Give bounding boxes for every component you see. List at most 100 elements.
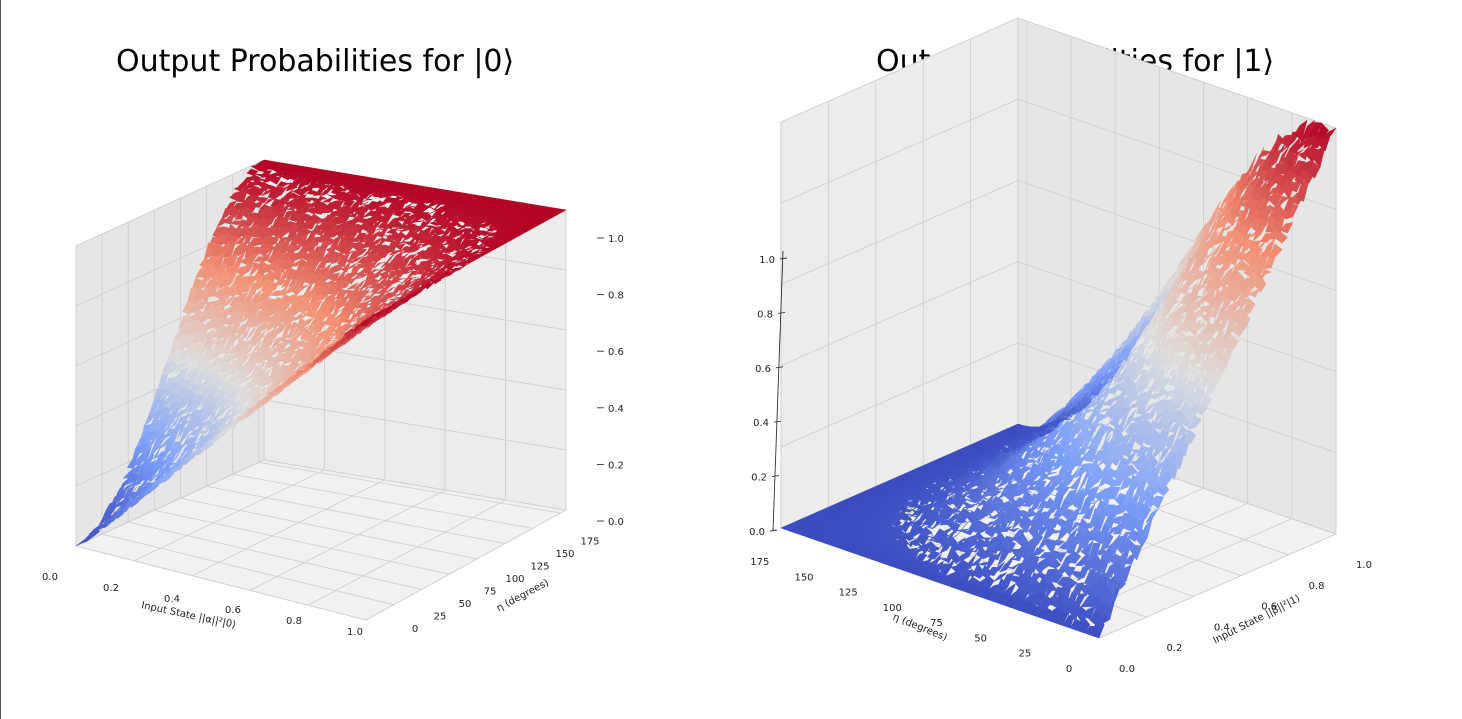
surface-facet (433, 202, 446, 211)
surface-facet (1093, 395, 1108, 407)
surface-facet (292, 188, 305, 196)
surface-facet (429, 221, 442, 226)
surface-facet (1294, 119, 1308, 142)
surface-facet (483, 242, 497, 249)
surface-facet (148, 396, 161, 416)
surface-facet (1182, 335, 1197, 346)
surface-facet (1197, 330, 1211, 346)
surface-facet (1143, 402, 1157, 415)
surface-facet (420, 242, 433, 248)
surface-facet (1163, 432, 1177, 450)
surface-facet (224, 273, 237, 289)
surface-facet (241, 309, 253, 323)
surface-facet (1173, 292, 1187, 311)
surface-facet (269, 176, 282, 185)
surface-facet (366, 277, 379, 287)
surface-facet (1193, 238, 1207, 256)
surface-facet (1038, 511, 1053, 524)
surface-facet (905, 513, 919, 518)
surface-facet (198, 306, 211, 326)
surface-facet (183, 368, 196, 383)
surface-facet (946, 504, 961, 515)
surface-facet (1189, 295, 1203, 304)
surface-facet (227, 397, 239, 412)
surface-facet (1094, 423, 1108, 428)
surface-facet (1190, 373, 1204, 395)
surface-facet (1118, 564, 1132, 584)
surface-facet (1269, 243, 1283, 258)
surface-facet (346, 328, 358, 333)
surface-facet (358, 317, 371, 327)
surface-facet (403, 273, 415, 284)
surface-facet (1121, 487, 1136, 507)
surface-facet (234, 337, 247, 353)
surface-facet (1226, 336, 1240, 350)
surface-facet (373, 285, 386, 294)
surface-facet (1047, 513, 1062, 532)
surface-facet (927, 523, 940, 530)
surface-facet (108, 511, 121, 521)
surface-facet (249, 173, 262, 181)
surface-facet (240, 254, 253, 266)
surface-facet (381, 197, 394, 205)
surface-facet (186, 399, 199, 416)
surface-facet (158, 447, 170, 466)
surface-facet (266, 343, 279, 355)
surface-facet (163, 376, 176, 391)
z-tick-label: 1.0 (759, 255, 775, 266)
z-tick-label: 0.6 (608, 347, 624, 358)
surface-facet (1202, 246, 1216, 258)
surface-facet (101, 514, 114, 526)
tick-mark (775, 366, 784, 369)
surface-facet (207, 347, 220, 362)
y-tick-label: 0 (1066, 664, 1072, 675)
surface-facet (1125, 463, 1139, 479)
surface-facet (1117, 359, 1131, 379)
z-tick-label: 0.0 (608, 517, 624, 528)
surface-facet (293, 370, 306, 380)
surface-facet (1002, 582, 1017, 597)
surface-facet (240, 375, 252, 385)
surface-facet (246, 168, 259, 176)
tick-mark (773, 420, 782, 423)
surface-facet (955, 528, 969, 533)
surface-facet (1085, 443, 1099, 462)
surface-facet (955, 506, 969, 516)
surface-facet (304, 278, 316, 295)
surface-facet (262, 366, 274, 376)
surface-facet (127, 473, 139, 490)
surface-facet (1236, 182, 1250, 211)
surface-facet (223, 213, 236, 225)
surface-facet (1074, 552, 1089, 567)
surface-facet (409, 271, 422, 276)
surface-facet (360, 294, 372, 299)
surface-facet (244, 340, 256, 356)
z-tick-label: 0.8 (757, 309, 773, 320)
surface-facet (1008, 479, 1022, 490)
surface-facet (1188, 415, 1202, 430)
surface-facet (286, 373, 299, 380)
surface-facet (229, 190, 242, 201)
surface-facet (426, 201, 440, 209)
surface-facet (365, 285, 377, 294)
z-axis-line (772, 250, 784, 532)
surface-facet (488, 222, 501, 228)
surface-facet (386, 228, 399, 234)
surface-facet (441, 241, 453, 246)
surface-facet (1020, 567, 1035, 582)
surface-facet (300, 250, 314, 262)
surface-facet (316, 217, 328, 226)
surface-facet (167, 362, 180, 375)
surface-facet (1155, 429, 1170, 453)
surface-facet (228, 366, 241, 375)
surface-facet (1048, 605, 1062, 624)
surface-facet (1155, 316, 1169, 334)
surface-facet (169, 413, 181, 430)
y-tick-label: 75 (484, 587, 497, 598)
surface-facet (1279, 222, 1294, 234)
surface-facet (365, 299, 377, 306)
surface-facet (968, 486, 982, 495)
surface-facet (195, 299, 208, 312)
surface-facet (333, 190, 346, 201)
surface-facet (299, 365, 312, 375)
